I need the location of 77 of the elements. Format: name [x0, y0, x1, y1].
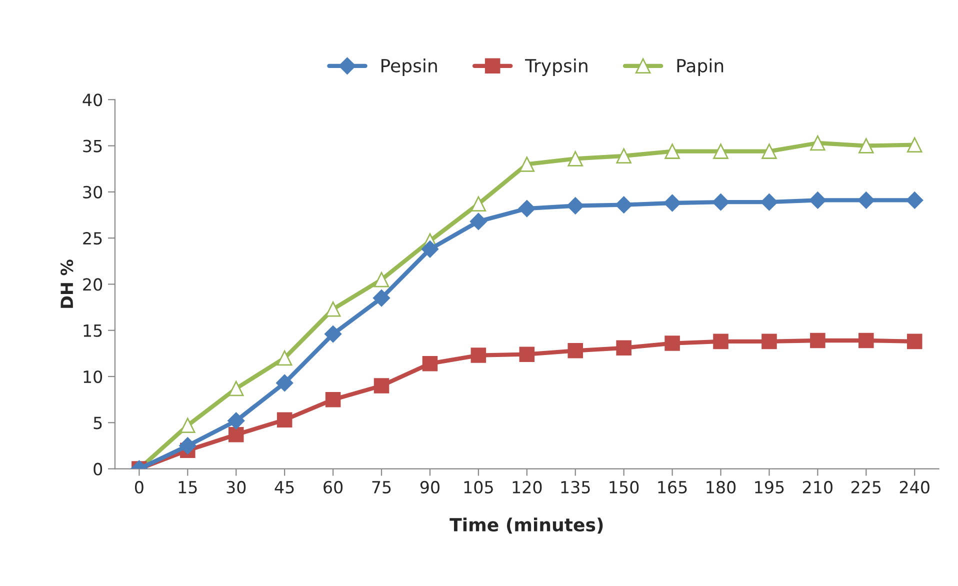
legend-label: Papin	[677, 58, 724, 76]
point	[664, 336, 680, 351]
x-tick-label: 0	[134, 480, 144, 494]
point	[470, 348, 486, 363]
y-axis-title: DH %	[60, 260, 74, 308]
point	[615, 196, 632, 214]
x-axis-title: Time (minutes)	[450, 518, 603, 534]
point	[325, 392, 341, 408]
x-tick-label: 210	[802, 480, 832, 494]
point	[810, 135, 826, 151]
point	[374, 378, 390, 394]
x-tick-label: 120	[512, 480, 542, 494]
point	[325, 301, 341, 317]
point	[276, 412, 292, 428]
x-tick-label: 135	[561, 480, 590, 494]
y-tick-label: 25	[83, 232, 102, 245]
point	[470, 212, 487, 230]
x-tick-label: 45	[274, 481, 294, 494]
point	[566, 197, 584, 214]
legend-label: Pepsin	[382, 58, 437, 76]
point	[713, 334, 728, 350]
x-tick-label: 165	[658, 480, 687, 494]
point	[374, 272, 390, 288]
x-tick-label: 150	[610, 480, 639, 494]
x-tick-label: 105	[464, 480, 493, 494]
point	[809, 192, 826, 209]
y-tick-label: 10	[84, 370, 102, 384]
point	[324, 326, 342, 343]
point	[180, 418, 196, 434]
x-tick-label: 240	[900, 480, 930, 494]
point	[568, 151, 584, 166]
x-tick-label: 225	[851, 480, 881, 494]
point	[276, 350, 292, 366]
y-tick-label: 20	[83, 278, 102, 291]
y-tick-label: 35	[83, 140, 102, 152]
point	[760, 194, 778, 211]
y-tick-label: 0	[94, 462, 102, 476]
x-tick-label: 30	[226, 480, 246, 494]
y-tick-label: 30	[83, 186, 102, 198]
point	[179, 437, 196, 454]
point	[664, 194, 681, 212]
point	[422, 356, 438, 372]
point	[228, 412, 245, 430]
point	[762, 144, 777, 159]
point	[906, 192, 924, 209]
x-tick-label: 90	[420, 480, 440, 494]
x-tick-label: 180	[706, 480, 736, 494]
point	[858, 192, 875, 209]
point	[616, 340, 632, 356]
point	[518, 200, 536, 218]
y-tick-label: 15	[84, 324, 102, 337]
point	[519, 156, 535, 172]
point	[858, 138, 874, 154]
y-tick-label: 5	[94, 416, 102, 430]
x-tick-label: 60	[324, 480, 343, 494]
point	[421, 240, 439, 258]
point	[616, 148, 632, 164]
point	[276, 374, 294, 392]
x-tick-label: 195	[755, 480, 784, 494]
point	[470, 196, 486, 212]
point	[568, 343, 584, 358]
point	[906, 334, 922, 350]
legend-label: Trypsin	[525, 58, 588, 76]
point	[228, 427, 244, 442]
point	[906, 137, 922, 152]
point	[372, 290, 390, 307]
x-tick-label: 75	[372, 481, 391, 494]
point	[664, 144, 680, 159]
point	[712, 194, 730, 211]
point	[228, 380, 244, 396]
y-tick-label: 40	[82, 94, 102, 106]
point	[519, 346, 535, 362]
point	[713, 144, 728, 159]
x-tick-label: 15	[178, 481, 197, 494]
point	[762, 334, 777, 350]
point	[858, 332, 874, 348]
point	[810, 332, 826, 348]
